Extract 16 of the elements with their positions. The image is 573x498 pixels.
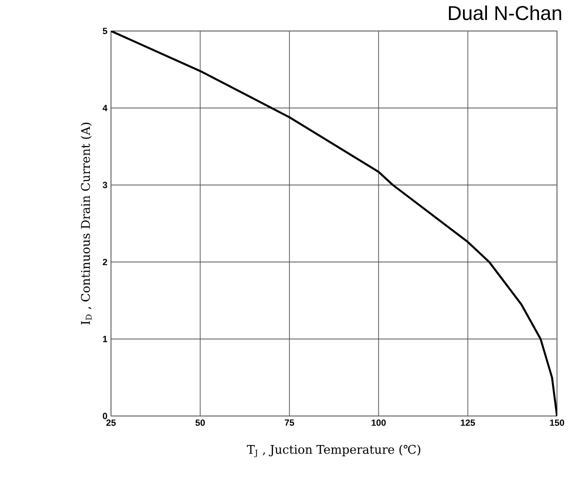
x-tick-label: 50 xyxy=(196,420,205,426)
y-tick-label: 1 xyxy=(103,336,108,342)
x-tick-label: 150 xyxy=(550,420,564,426)
x-tick-label: 75 xyxy=(284,420,294,426)
y-axis-title: I$_{D}$ , Continuous Drain Current (A) xyxy=(80,122,92,324)
y-tick-label: 0 xyxy=(102,412,108,420)
x-axis-title: T$_{J}$ , Juction Temperature (℃) xyxy=(246,444,420,458)
y-tick-label: 4 xyxy=(102,104,108,112)
chart-title: Dual N-Chan xyxy=(448,6,562,20)
x-tick-label: 100 xyxy=(372,420,386,426)
y-tick-label: 3 xyxy=(102,182,108,188)
y-tick-label: 5 xyxy=(102,28,108,34)
x-tick-label: 25 xyxy=(106,420,116,426)
line-series xyxy=(111,30,558,416)
x-tick-label: 125 xyxy=(460,420,476,426)
y-tick-label: 2 xyxy=(102,258,108,266)
